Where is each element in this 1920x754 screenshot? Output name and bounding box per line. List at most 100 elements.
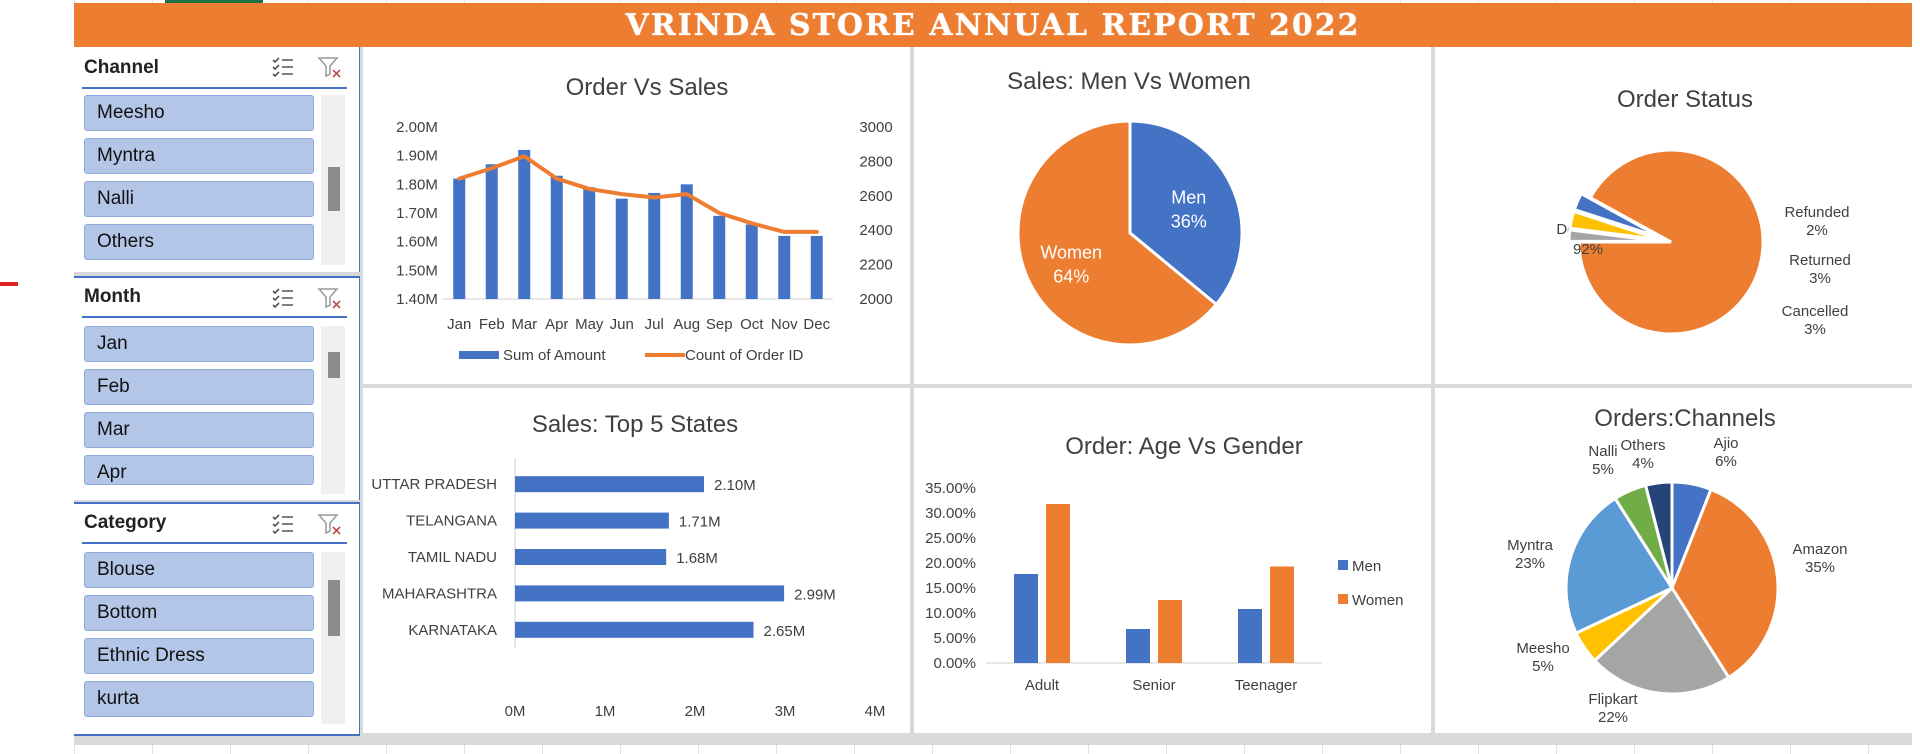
- chart-title: Sales: Top 5 States: [532, 411, 738, 438]
- scroll-thumb[interactable]: [328, 167, 340, 211]
- channel-slicer: Channel Meesho Myntra Nalli Others: [74, 47, 360, 272]
- order-status-chart: Order StatusDelivered92%Refunded2%Return…: [1556, 86, 1851, 338]
- y-right-tick-label: 2400: [859, 222, 892, 239]
- pie-slice-returned: [1568, 209, 1662, 242]
- slicer-scrollbar[interactable]: [321, 326, 345, 494]
- order-status-panel: Order StatusDelivered92%Refunded2%Return…: [1435, 47, 1912, 384]
- slicer-item-meesho[interactable]: Meesho: [84, 95, 314, 131]
- order-vs-sales-panel: Order Vs Sales 1.40M 1.50M 1.60M 1.70M 1.80M 1…: [363, 47, 910, 384]
- clear-filter-icon[interactable]: [317, 287, 343, 311]
- legend-label-men: Men: [1352, 558, 1381, 575]
- y-left-tick-label: 1.40M: [396, 291, 438, 308]
- slice-value-label: 5%: [1532, 658, 1554, 675]
- clear-filter-icon[interactable]: [317, 56, 343, 80]
- bar-value-label: 2.10M: [714, 477, 756, 494]
- bar-state-sales: [515, 476, 704, 493]
- slicer-item-bottom[interactable]: Bottom: [84, 595, 314, 631]
- slicer-scrollbar[interactable]: [321, 552, 345, 724]
- bar-sum-of-amount: [713, 215, 726, 299]
- slice-value-label: 92%: [1573, 241, 1603, 258]
- bar-men: [1238, 609, 1262, 663]
- legend-swatch-men: [1338, 560, 1348, 570]
- chart-title: Sales: Men Vs Women: [1007, 68, 1251, 95]
- slicer-header: Channel: [74, 47, 359, 89]
- slice-category-label: Myntra: [1507, 537, 1554, 554]
- clear-filter-icon[interactable]: [317, 513, 343, 537]
- slice-category-label: Cancelled: [1782, 303, 1849, 320]
- pie-slice-flipkart: [1592, 585, 1731, 696]
- bar-women: [1046, 504, 1070, 663]
- bar-sum-of-amount: [453, 178, 466, 299]
- bar-men: [1126, 629, 1150, 663]
- pie-slice-women: [1016, 119, 1219, 347]
- slicer-item-kurta[interactable]: kurta: [84, 681, 314, 717]
- bar-sum-of-amount: [485, 164, 498, 299]
- slicer-title: Month: [84, 286, 141, 307]
- slicer-header: Month: [74, 278, 359, 318]
- slicer-item-ethnic-dress[interactable]: Ethnic Dress: [84, 638, 314, 674]
- slicer-item-jan[interactable]: Jan: [84, 326, 314, 362]
- y-left-tick-label: 1.70M: [396, 205, 438, 222]
- order-vs-sales-chart: Order Vs Sales 1.40M 1.50M 1.60M 1.70M 1.80M 1…: [396, 74, 893, 364]
- pie-slice-delivered: [1577, 148, 1765, 336]
- slicer-item-apr[interactable]: Apr: [84, 455, 314, 485]
- slice-value-label: 2%: [1806, 222, 1828, 239]
- y-right-tick-label: 2000: [859, 291, 892, 308]
- y-left-tick-label: 2.00M: [396, 119, 438, 136]
- bar-sum-of-amount: [550, 175, 563, 299]
- legend-label-count-of-order-id: Count of Order ID: [685, 347, 804, 364]
- y-right-tick-label: 3000: [859, 119, 892, 136]
- slice-category-label: Nalli: [1588, 443, 1617, 460]
- bar-state-sales: [515, 512, 669, 529]
- bar-state-sales: [515, 621, 754, 638]
- slice-category-label: Amazon: [1792, 541, 1847, 558]
- x-tick-label: 0M: [505, 703, 526, 720]
- top-5-states-panel: Sales: Top 5 States UTTAR PRADESH 2.10M TEL…: [363, 388, 910, 733]
- slicer-item-mar[interactable]: Mar: [84, 412, 314, 448]
- y-tick-label: KARNATAKA: [408, 622, 497, 639]
- chart-title: Order Status: [1617, 86, 1753, 113]
- report-title: VRINDA STORE ANNUAL REPORT 2022: [625, 7, 1361, 43]
- multi-select-icon[interactable]: [271, 513, 295, 535]
- line-count-of-order-id: [457, 154, 819, 234]
- x-tick-label: Sep: [706, 316, 733, 333]
- multi-select-icon[interactable]: [271, 287, 295, 309]
- bar-state-sales: [515, 585, 785, 602]
- sales-men-women-panel: Sales: Men Vs Women Men 36% Women 64%: [914, 47, 1431, 384]
- slice-category-label: Others: [1620, 437, 1665, 454]
- slicer-title: Channel: [84, 57, 159, 78]
- slice-value-label: 64%: [1053, 267, 1089, 287]
- slicer-title: Category: [84, 512, 167, 533]
- y-tick-label: 20.00%: [925, 555, 976, 572]
- slicer-item-feb[interactable]: Feb: [84, 369, 314, 405]
- x-tick-label: Nov: [771, 316, 798, 333]
- x-tick-label: Senior: [1132, 677, 1175, 694]
- age-vs-gender-chart: Order: Age Vs Gender 0.00% 5.00% 10.00% 15.0…: [925, 433, 1403, 694]
- active-cell-marker: [165, 0, 263, 3]
- multi-select-icon[interactable]: [271, 56, 295, 78]
- chart-title: Order: Age Vs Gender: [1065, 433, 1302, 460]
- slicer-item-blouse[interactable]: Blouse: [84, 552, 314, 588]
- scroll-thumb[interactable]: [328, 352, 340, 378]
- x-tick-label: Jan: [447, 316, 471, 333]
- slicer-scrollbar[interactable]: [321, 95, 345, 265]
- slicer-item-others[interactable]: Others: [84, 224, 314, 260]
- y-tick-label: 15.00%: [925, 580, 976, 597]
- slice-category-label: Returned: [1789, 252, 1851, 269]
- age-vs-gender-panel: Order: Age Vs Gender 0.00% 5.00% 10.00% 15.0…: [914, 388, 1431, 733]
- bar-women: [1158, 600, 1182, 663]
- legend-swatch-women: [1338, 594, 1348, 604]
- scroll-thumb[interactable]: [328, 580, 340, 636]
- slicer-item-myntra[interactable]: Myntra: [84, 138, 314, 174]
- sales-men-women-chart: Sales: Men Vs Women Men 36% Women 64%: [1007, 68, 1251, 347]
- top-5-states-chart: Sales: Top 5 States UTTAR PRADESH 2.10M TEL…: [371, 411, 885, 720]
- x-tick-label: Aug: [673, 316, 700, 333]
- y-tick-label: MAHARASHTRA: [382, 585, 497, 602]
- bar-value-label: 1.71M: [679, 514, 721, 531]
- slice-value-label: 6%: [1715, 453, 1737, 470]
- bar-sum-of-amount: [648, 192, 661, 299]
- slice-value-label: 5%: [1592, 461, 1614, 478]
- slicer-item-nalli[interactable]: Nalli: [84, 181, 314, 217]
- slice-category-label: Ajio: [1713, 435, 1738, 452]
